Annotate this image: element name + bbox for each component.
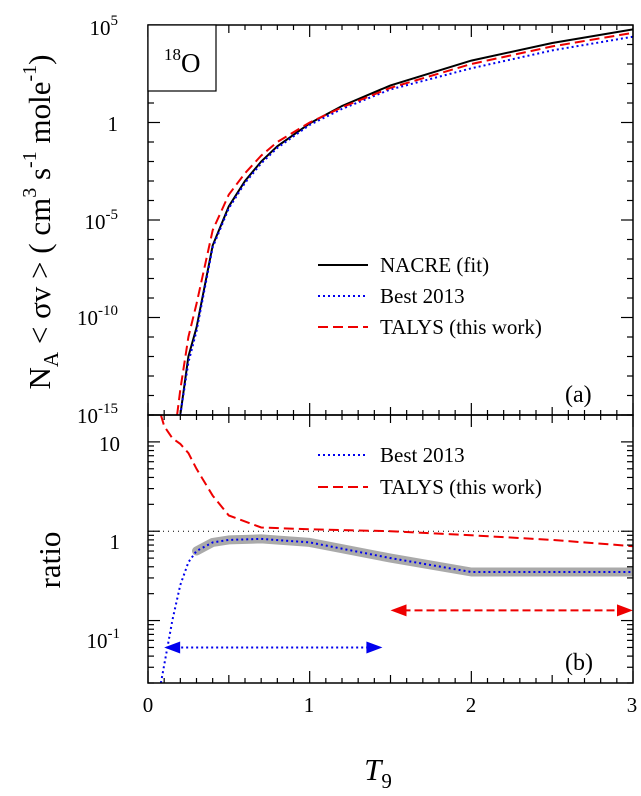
panel-b-legend: Best 2013 TALYS (this work) xyxy=(318,443,542,499)
tick-marks xyxy=(147,24,634,684)
range-arrowhead-right xyxy=(617,604,633,617)
range-arrowhead-left xyxy=(390,604,407,617)
panel-b-ytick-label: 10-1 xyxy=(87,626,121,653)
x-tick-label: 0 xyxy=(143,693,154,717)
legend-label-talys: TALYS (this work) xyxy=(380,315,542,339)
panel-a-label: (a) xyxy=(565,382,592,408)
x-tick-label: 3 xyxy=(627,693,638,717)
panel-a-series-2 xyxy=(176,31,633,415)
isotope-label: 18O xyxy=(164,45,201,78)
panel-b-ylabel: ratio xyxy=(32,532,67,589)
legend-label-best2013: Best 2013 xyxy=(380,284,465,308)
panel-a-series-0 xyxy=(179,28,633,415)
legend-label-talys: TALYS (this work) xyxy=(380,475,542,499)
range-arrowhead-left xyxy=(164,641,181,654)
panel-a-ytick-label: 1 xyxy=(108,112,119,136)
panel-b-curves xyxy=(148,415,633,683)
legend-label-nacre: NACRE (fit) xyxy=(380,253,489,277)
panel-a-curves xyxy=(176,28,633,415)
range-arrowhead-right xyxy=(366,641,383,654)
legend-label-best2013: Best 2013 xyxy=(380,443,465,467)
panel-a-ytick-label: 10-5 xyxy=(85,207,119,234)
x-tick-label: 1 xyxy=(304,693,315,717)
panel-a-ylabel: NA < σv > ( cm3 s-1 mole-1) xyxy=(19,55,63,390)
panel-b-series-1 xyxy=(159,415,633,548)
panel-b-label: (b) xyxy=(565,650,593,676)
panel-a-series-1 xyxy=(179,35,633,415)
panel-b-ytick-label: 1 xyxy=(110,530,121,554)
panel-b-frame xyxy=(147,414,634,684)
x-axis-label: T9 xyxy=(364,752,392,793)
x-tick-label: 2 xyxy=(466,693,477,717)
panel-a-legend: NACRE (fit) Best 2013 TALYS (this work) xyxy=(318,253,542,339)
panel-a-ytick-label: 10-15 xyxy=(77,401,118,428)
isotope-label-box xyxy=(147,24,217,92)
panel-a-ytick-label: 105 xyxy=(90,13,119,40)
panel-a-ytick-label: 10-10 xyxy=(77,303,118,330)
panel-a-frame xyxy=(147,24,634,416)
panel-b-ytick-label: 10 xyxy=(99,432,120,456)
uncertainty-band xyxy=(192,534,633,577)
